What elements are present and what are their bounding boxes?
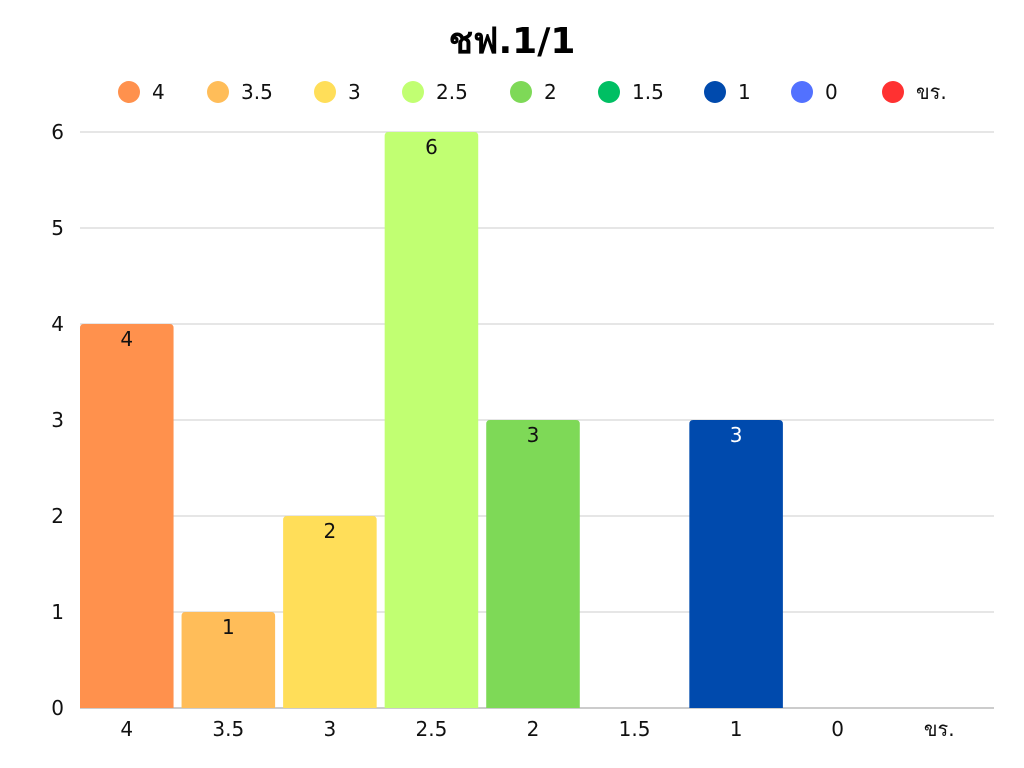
bar xyxy=(689,420,783,708)
legend-label: 4 xyxy=(152,80,165,104)
legend-item: 1.5 xyxy=(598,76,664,108)
legend-swatch xyxy=(402,81,424,103)
legend-swatch xyxy=(118,81,140,103)
legend-swatch xyxy=(882,81,904,103)
x-tick-label: 2.5 xyxy=(416,717,448,741)
x-tick-label: 3 xyxy=(324,717,337,741)
x-tick-label: 3.5 xyxy=(212,717,244,741)
bar-value-label: 3 xyxy=(730,423,743,447)
y-tick-label: 5 xyxy=(51,216,64,240)
bar-value-label: 1 xyxy=(222,615,235,639)
y-tick-label: 6 xyxy=(51,120,64,144)
chart-legend: 4 3.5 3 2.5 2 1.5 1 0 ขร. xyxy=(0,76,1024,108)
bar-value-label: 4 xyxy=(120,327,133,351)
legend-swatch xyxy=(598,81,620,103)
x-tick-label: 1.5 xyxy=(619,717,651,741)
legend-swatch xyxy=(314,81,336,103)
x-tick-label: 0 xyxy=(831,717,844,741)
legend-item: 2 xyxy=(510,76,557,108)
legend-label: 3.5 xyxy=(241,80,273,104)
legend-item: 2.5 xyxy=(402,76,468,108)
bar xyxy=(384,132,479,708)
legend-item: 1 xyxy=(704,76,751,108)
x-tick-label: 2 xyxy=(527,717,540,741)
bar-value-label: 2 xyxy=(324,519,337,543)
y-tick-label: 2 xyxy=(51,504,64,528)
legend-label: 1 xyxy=(738,80,751,104)
legend-swatch xyxy=(704,81,726,103)
legend-label: 3 xyxy=(348,80,361,104)
legend-item: 4 xyxy=(118,76,165,108)
legend-swatch xyxy=(207,81,229,103)
y-tick-label: 1 xyxy=(51,600,64,624)
bar xyxy=(283,516,377,708)
y-tick-label: 4 xyxy=(51,312,64,336)
bar-value-label: 6 xyxy=(425,135,438,159)
legend-label: 2.5 xyxy=(436,80,468,104)
y-tick-label: 0 xyxy=(51,696,64,720)
y-tick-label: 3 xyxy=(51,408,64,432)
x-tick-label: ขร. xyxy=(924,717,955,741)
legend-item: 3 xyxy=(314,76,361,108)
x-tick-label: 4 xyxy=(120,717,133,741)
legend-label: 2 xyxy=(544,80,557,104)
legend-label: 1.5 xyxy=(632,80,664,104)
legend-swatch xyxy=(791,81,813,103)
legend-item: ขร. xyxy=(882,76,947,108)
bar-value-label: 3 xyxy=(527,423,540,447)
bar xyxy=(181,612,276,708)
legend-swatch xyxy=(510,81,532,103)
legend-item: 3.5 xyxy=(207,76,273,108)
legend-item: 0 xyxy=(791,76,838,108)
x-tick-label: 1 xyxy=(730,717,743,741)
chart-title: ชฟ.1/1 xyxy=(448,21,576,62)
legend-label: ขร. xyxy=(916,80,947,104)
bar xyxy=(80,324,174,708)
legend-label: 0 xyxy=(825,80,838,104)
bar xyxy=(486,420,580,708)
